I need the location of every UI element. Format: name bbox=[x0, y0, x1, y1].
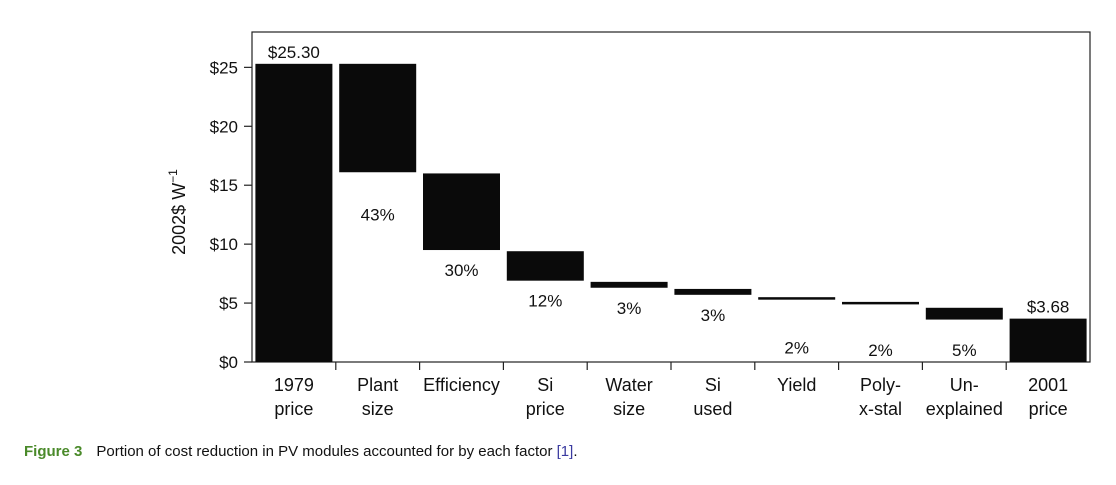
bar-value-label: 30% bbox=[444, 261, 478, 280]
y-axis: $0 $5 $10 $15 $20 $25 bbox=[210, 58, 252, 372]
y-tick-label: $15 bbox=[210, 176, 238, 195]
x-tick-label-line1: Poly- bbox=[860, 375, 901, 395]
caption-reference-link[interactable]: [1] bbox=[556, 443, 574, 460]
bar-value-label: 3% bbox=[617, 299, 642, 318]
x-tick-label-line2: used bbox=[693, 399, 732, 419]
waterfall-chart: $25.30 43% 30% 12% 3% 3% 2% 2% 5% $3.68 $0 $5 $10 $1… bbox=[166, 31, 1091, 419]
x-tick-label-line2: price bbox=[526, 399, 565, 419]
bar-value-label: 5% bbox=[952, 341, 977, 360]
bar bbox=[842, 301, 919, 305]
bar-labels-group: $25.30 43% 30% 12% 3% 3% 2% 2% 5% $3.68 bbox=[268, 43, 1069, 360]
bar bbox=[758, 297, 836, 300]
bar-value-label: $3.68 bbox=[1027, 298, 1070, 317]
bar bbox=[255, 63, 333, 362]
y-tick-label: $0 bbox=[219, 353, 238, 372]
x-tick-label-line2: price bbox=[274, 399, 313, 419]
x-tick-label-line1: Efficiency bbox=[423, 375, 500, 395]
x-tick-label-line2: size bbox=[362, 399, 394, 419]
x-tick-label-line1: 2001 bbox=[1028, 375, 1068, 395]
x-tick-label-line1: Plant bbox=[357, 375, 398, 395]
x-tick-label-line1: Yield bbox=[777, 375, 816, 395]
bar-value-label: $25.30 bbox=[268, 43, 320, 62]
bar bbox=[925, 307, 1003, 320]
bar bbox=[590, 281, 668, 288]
x-tick-label-line1: Water bbox=[605, 375, 652, 395]
y-tick-label: $25 bbox=[210, 58, 238, 77]
y-tick-label: $20 bbox=[210, 117, 238, 136]
figure-caption: Figure 3 Portion of cost reduction in PV … bbox=[24, 443, 577, 460]
x-tick-label-line1: Si bbox=[537, 375, 553, 395]
y-axis-label-text: 2002$ W bbox=[169, 183, 189, 255]
y-tick-label: $5 bbox=[219, 294, 238, 313]
x-tick-label-line2: size bbox=[613, 399, 645, 419]
caption-figure-number: Figure 3 bbox=[24, 443, 83, 460]
x-tick-label-line1: Si bbox=[705, 375, 721, 395]
bar-value-label: 2% bbox=[868, 341, 893, 360]
bar-value-label: 12% bbox=[528, 292, 562, 311]
x-tick-label-line2: x-stal bbox=[859, 399, 902, 419]
bar bbox=[423, 173, 500, 251]
bar bbox=[674, 288, 752, 295]
x-tick-label-line2: explained bbox=[926, 399, 1003, 419]
y-axis-label-superscript: −1 bbox=[166, 169, 180, 183]
bar-value-label: 43% bbox=[361, 205, 395, 224]
caption-end: . bbox=[573, 443, 578, 460]
x-tick-label-line1: Un- bbox=[950, 375, 979, 395]
x-tick-label-line1: 1979 bbox=[274, 375, 314, 395]
bars-group bbox=[255, 63, 1087, 362]
y-tick-label: $10 bbox=[210, 235, 238, 254]
bar bbox=[1009, 318, 1087, 362]
x-axis: 1979 price Plant size Efficiency Si price Water… bbox=[274, 362, 1068, 419]
bar-value-label: 2% bbox=[784, 339, 809, 358]
y-axis-label: 2002$ W−1 bbox=[166, 169, 189, 255]
bar-value-label: 3% bbox=[701, 306, 726, 325]
x-tick-label-line2: price bbox=[1029, 399, 1068, 419]
bar bbox=[506, 251, 584, 281]
caption-text: Portion of cost reduction in PV modules … bbox=[96, 443, 557, 460]
bar bbox=[339, 63, 417, 173]
